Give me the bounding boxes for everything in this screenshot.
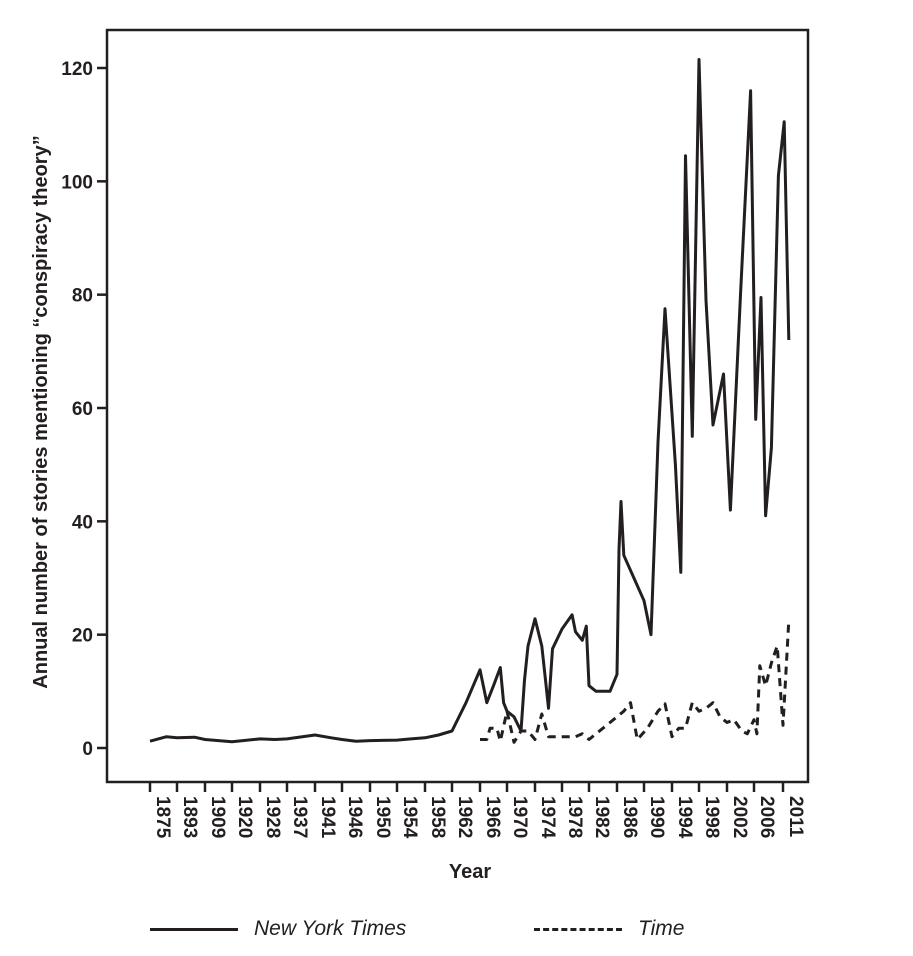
y-tick-label: 80	[72, 286, 93, 307]
solid-line-swatch	[150, 927, 238, 931]
legend-item-time: Time	[534, 912, 684, 946]
legend-label-time: Time	[638, 917, 685, 940]
y-tick-label: 60	[72, 399, 93, 420]
y-tick-label: 120	[61, 59, 93, 80]
y-axis-title: Annual number of stories mentioning “con…	[30, 135, 52, 688]
x-tick-label: 1920	[234, 796, 255, 838]
series-line-new-york-times	[149, 58, 791, 744]
x-tick-label: 1946	[344, 796, 365, 838]
x-tick-label: 1950	[372, 796, 393, 838]
x-tick-label: 1978	[564, 796, 585, 838]
x-tick-label: 2011	[785, 796, 806, 838]
x-tick-label: 1966	[482, 796, 503, 838]
plot-frame	[105, 28, 810, 784]
x-tick-label: 1994	[674, 796, 695, 839]
y-tick-label: 40	[72, 512, 93, 533]
x-tick-label: 1962	[454, 796, 475, 838]
dashed-line-swatch	[534, 927, 622, 931]
x-tick-label: 1909	[207, 796, 228, 838]
legend-label-new-york-times: New York Times	[254, 917, 407, 940]
x-tick-label: 1990	[646, 796, 667, 838]
x-tick-label: 1998	[701, 796, 722, 838]
x-tick-label: 1937	[289, 796, 310, 838]
x-axis-title: Year	[449, 861, 491, 883]
x-tick-label: 1982	[591, 796, 612, 838]
x-tick-label: 2002	[729, 796, 750, 838]
x-tick-label: 1970	[509, 796, 530, 838]
y-tick-label: 20	[72, 626, 93, 647]
x-tick-label: 1928	[262, 796, 283, 838]
legend-item-new-york-times: New York Times	[150, 912, 406, 946]
x-tick-label: 1954	[399, 796, 420, 839]
x-tick-label: 1875	[152, 796, 173, 839]
x-tick-label: 1941	[317, 796, 338, 839]
x-tick-label: 1974	[537, 796, 558, 839]
x-tick-label: 1958	[427, 796, 448, 838]
series-line-time	[480, 620, 791, 744]
x-tick-label: 1893	[179, 796, 200, 838]
x-tick-label: 2006	[756, 796, 777, 838]
x-tick-label: 1986	[619, 796, 640, 838]
y-tick-label: 100	[61, 172, 93, 193]
line-chart: 0 20 40 60 80 100 120 1875 1893 1909 1920 1928 1937…	[30, 28, 810, 883]
y-tick-label: 0	[82, 739, 93, 760]
